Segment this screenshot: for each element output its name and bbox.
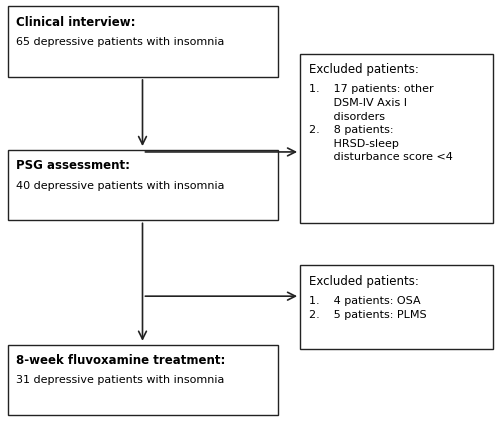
FancyBboxPatch shape <box>300 265 492 349</box>
Text: Clinical interview:: Clinical interview: <box>16 16 136 29</box>
Text: 65 depressive patients with insomnia: 65 depressive patients with insomnia <box>16 37 225 47</box>
Text: Excluded patients:: Excluded patients: <box>309 63 419 76</box>
FancyBboxPatch shape <box>8 6 278 77</box>
Text: 40 depressive patients with insomnia: 40 depressive patients with insomnia <box>16 181 225 190</box>
Text: 1.    17 patients: other
       DSM-IV Axis I
       disorders
2.    8 patients:: 1. 17 patients: other DSM-IV Axis I diso… <box>309 84 453 162</box>
FancyBboxPatch shape <box>8 345 278 415</box>
Text: Excluded patients:: Excluded patients: <box>309 275 419 288</box>
Text: PSG assessment:: PSG assessment: <box>16 159 130 172</box>
Text: 8-week fluvoxamine treatment:: 8-week fluvoxamine treatment: <box>16 354 226 367</box>
Text: 31 depressive patients with insomnia: 31 depressive patients with insomnia <box>16 375 225 385</box>
FancyBboxPatch shape <box>8 150 278 220</box>
Text: 1.    4 patients: OSA
2.    5 patients: PLMS: 1. 4 patients: OSA 2. 5 patients: PLMS <box>309 296 426 320</box>
FancyBboxPatch shape <box>300 54 492 223</box>
